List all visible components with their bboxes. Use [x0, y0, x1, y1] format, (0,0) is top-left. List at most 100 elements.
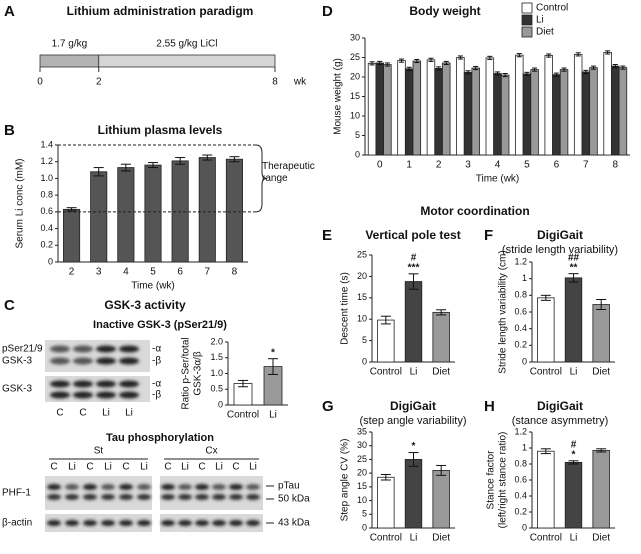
blot-band [96, 391, 116, 399]
x-tick-label: Li [269, 410, 277, 421]
y-tick-label: 0.8 [514, 458, 527, 468]
y-tick-label: 0.2 [514, 340, 527, 350]
blot-band [65, 494, 79, 500]
range-brace [255, 144, 268, 213]
marker-label: 43 kDa [278, 518, 310, 529]
lane-label: C [122, 462, 129, 473]
blot-band [212, 484, 226, 490]
x-tick-label: 1 [406, 160, 412, 171]
significance-label: ## [568, 252, 580, 263]
x-tick-label: 7 [583, 160, 589, 171]
legend-label: Control [536, 3, 568, 14]
x-tick-label: Li [570, 533, 578, 544]
row-label: pSer21/9 [2, 344, 43, 355]
blot-band [119, 484, 133, 490]
blot-band [178, 520, 192, 526]
blot-band [47, 520, 61, 526]
significance-label: *** [408, 262, 420, 273]
bar [552, 74, 561, 156]
bar [412, 60, 422, 156]
y-tick-label: 0.6 [40, 206, 53, 216]
x-axis-label: Time (wk) [476, 174, 520, 185]
bar [367, 62, 377, 156]
lane-label: C [86, 462, 93, 473]
x-tick-label: 5 [150, 267, 156, 278]
dose-segment [39, 54, 100, 68]
blot-band [195, 494, 209, 500]
lane-label: C [79, 408, 86, 419]
blot-band [73, 345, 93, 353]
lane-label: C [50, 462, 57, 473]
bar [618, 67, 628, 156]
blot-band [83, 484, 97, 490]
chart-subtitle: (stance asymmetry) [512, 415, 609, 427]
blot-band [212, 520, 226, 526]
bar [537, 450, 555, 529]
x-tick-label: 6 [554, 160, 560, 171]
chart-subtitle: (stride length variability) [502, 244, 618, 256]
blot-band [96, 345, 116, 353]
y-axis-label: Stance factor [486, 450, 497, 510]
chart-title: Vertical pole test [365, 228, 460, 242]
y-tick-label: 5 [362, 335, 367, 345]
y-tick-label: 1.4 [40, 139, 53, 149]
legend-swatch [521, 2, 533, 14]
significance-label: ** [570, 262, 578, 273]
blot-band [119, 391, 139, 399]
chart-subtitle: (step angle variability) [360, 415, 467, 427]
x-tick-label: Diet [592, 533, 610, 544]
blot-band [50, 357, 70, 365]
x-tick-label: Diet [592, 367, 610, 378]
band-label: -β [152, 390, 161, 401]
bar [573, 53, 583, 156]
y-tick-label: 0.2 [514, 506, 527, 516]
region-label: Cx [205, 446, 217, 457]
y-tick-label: 10 [357, 495, 367, 505]
lane-label: C [232, 462, 239, 473]
y-tick-label: 0 [522, 356, 527, 366]
band-label: -β [152, 356, 161, 367]
x-axis-label: Time (wk) [131, 281, 175, 292]
bar [144, 164, 162, 263]
bar [375, 62, 384, 156]
y-axis-label: Step angle CV (%) [340, 439, 351, 522]
x-tick-label: 5 [524, 160, 530, 171]
blot-band [101, 494, 115, 500]
blot-band [119, 520, 133, 526]
blot-band [73, 391, 93, 399]
blot-band [137, 494, 151, 500]
y-tick-label: 1 [522, 442, 527, 452]
chart-title: Body weight [409, 4, 480, 18]
bar [426, 59, 436, 156]
bar [225, 158, 243, 263]
y-tick-label: 5 [362, 509, 367, 519]
blot-band [161, 484, 175, 490]
y-axis-label: Stride length variability (cm) [498, 250, 509, 373]
x-tick-label: Control [370, 367, 402, 378]
y-axis-label: (left/right stance ratio) [498, 432, 509, 529]
marker-label: pTau [278, 481, 300, 492]
lane-label: Li [104, 462, 112, 473]
x-tick-label: 4 [495, 160, 501, 171]
blot-band [47, 494, 61, 500]
x-tick-label: Control [370, 533, 402, 544]
x-tick-label: 2 [436, 160, 442, 171]
panel-letter: E [322, 227, 332, 244]
blot-band [195, 484, 209, 490]
bar [564, 277, 583, 363]
y-tick-label: 1.2 [514, 426, 527, 436]
lane-label: Li [140, 462, 148, 473]
bar [432, 469, 450, 529]
y-axis-label: Mouse weight (g) [333, 58, 344, 135]
bar [581, 71, 591, 156]
lane-label: Li [125, 408, 133, 419]
blot-band [83, 520, 97, 526]
significance-label: # [411, 252, 417, 263]
blot-band [246, 484, 260, 490]
blot-panel [45, 476, 152, 510]
y-tick-label: 5 [355, 130, 360, 140]
y-tick-label: 1.2 [514, 256, 527, 266]
bar [530, 69, 539, 156]
bar [377, 476, 395, 529]
bar [90, 171, 108, 263]
